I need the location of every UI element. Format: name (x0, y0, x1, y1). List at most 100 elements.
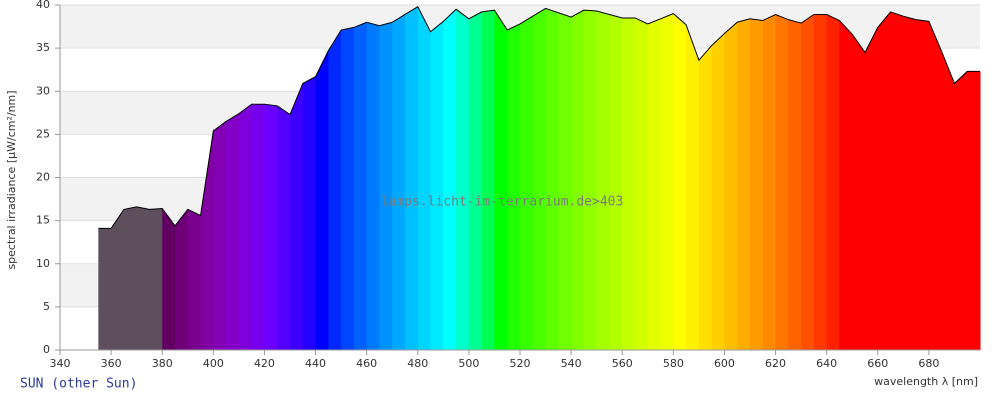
x-tick-label: 620 (765, 357, 786, 370)
spectrum-strip (583, 10, 598, 351)
spectrum-strip (353, 22, 368, 351)
spectrum-strip (379, 22, 393, 351)
x-tick-label: 540 (561, 357, 582, 370)
spectrum (98, 6, 981, 351)
spectrum-strip (149, 208, 163, 350)
spectrum-strip (916, 19, 930, 350)
y-tick-label: 15 (36, 214, 50, 227)
x-tick-label: 420 (254, 357, 275, 370)
spectrum-strip (698, 44, 713, 351)
y-tick-label: 0 (43, 343, 50, 356)
spectrum-strip (813, 14, 828, 351)
spectrum-strip (213, 121, 227, 350)
y-tick-label: 20 (36, 171, 50, 184)
spectrum-strip (762, 14, 777, 350)
y-tick-label: 35 (36, 41, 50, 54)
spectrum-strip (175, 208, 189, 350)
x-tick-label: 460 (356, 357, 377, 370)
x-tick-label: 520 (510, 357, 531, 370)
x-axis-label: wavelength λ [nm] (874, 375, 978, 388)
spectrum-strip (839, 20, 853, 351)
spectrum-strip (622, 17, 636, 350)
spectrum-strip (123, 206, 138, 350)
spectrum-strip (430, 20, 444, 350)
spectrum-strip (635, 17, 649, 350)
spectrum-strip (750, 18, 764, 351)
y-tick-label: 10 (36, 257, 50, 270)
spectrum-strip (443, 8, 457, 351)
spectrum-strip (302, 76, 317, 350)
spectrum-strip (609, 14, 623, 351)
axes: 0 5 10 15 20 25 30 35 40 340 360 380 400 420 440 460 480… (36, 0, 980, 370)
x-tick-label: 660 (867, 357, 888, 370)
spectrum-strip (315, 49, 329, 350)
x-tick-label: 500 (458, 357, 479, 370)
x-tick-label: 360 (101, 357, 122, 370)
spectrum-strip (98, 228, 112, 350)
y-tick-label: 25 (36, 127, 50, 140)
x-tick-label: 440 (305, 357, 326, 370)
spectrum-strip (788, 19, 802, 350)
spectrum-strip (226, 113, 240, 350)
spectrum-strip (187, 209, 202, 350)
caption: SUN (other Sun) (20, 377, 137, 392)
spectrum-strip (954, 70, 968, 350)
y-tick-label: 40 (36, 0, 50, 11)
spectrum-strip (328, 29, 342, 350)
spectrum-strip (456, 9, 470, 350)
spectrum-strip (558, 12, 572, 350)
spectrum-strip (277, 105, 291, 350)
spectrum-strip (596, 11, 610, 350)
spectrum-strip (468, 11, 483, 350)
spectrum-strip (775, 14, 789, 351)
watermark: lamps.licht-im-terrarium.de>403 (381, 195, 624, 210)
y-axis-label: spectral irradiance [µW/cm²/nm] (5, 90, 18, 269)
spectrum-strip (481, 10, 495, 350)
x-tick-label: 600 (714, 357, 735, 370)
x-tick-label: 560 (612, 357, 633, 370)
spectrum-strip (507, 23, 521, 351)
spectrum-strip (647, 18, 662, 350)
y-tick-label: 30 (36, 84, 50, 97)
x-tick-label: 580 (663, 357, 684, 370)
spectrum-strip (928, 21, 943, 350)
spectrum-strip (494, 10, 508, 351)
spectrum-strip (341, 27, 355, 350)
spectrum-strip (890, 11, 904, 351)
spectrum-strip (162, 208, 176, 350)
spectrum-strip (967, 71, 981, 350)
spectrum-strip (200, 127, 214, 351)
spectrum-strip (392, 14, 406, 351)
spectrum-strip (520, 15, 534, 350)
spectrum-strip (417, 6, 432, 350)
spectrum-strip (865, 26, 879, 350)
spectrum-strip (136, 206, 150, 350)
spectrum-strip (852, 34, 866, 350)
spectrum-strip (405, 6, 419, 350)
x-tick-label: 680 (918, 357, 939, 370)
y-tick-label: 5 (43, 300, 50, 313)
x-tick-label: 640 (816, 357, 837, 370)
spectrum-strip (545, 8, 559, 350)
spectrum-strip (903, 16, 917, 351)
spectrum-strip (826, 14, 840, 351)
spectrum-strip (251, 104, 265, 350)
spectrum-strip (737, 18, 751, 350)
spectrum-strip (111, 208, 125, 350)
spectrum-strip (711, 32, 725, 351)
spectrum-strip (686, 24, 700, 351)
x-tick-label: 340 (50, 357, 71, 370)
spectrum-strip (290, 82, 304, 351)
spectrum-strip (673, 13, 687, 350)
spectrum-strip (238, 103, 253, 350)
spectrum-strip (571, 9, 585, 351)
spectrum-strip (264, 104, 278, 350)
spectrum-outline (98, 6, 980, 229)
x-tick-label: 480 (407, 357, 428, 370)
spectrum-strip (941, 51, 955, 350)
spectrum-strip (660, 13, 674, 351)
x-tick-label: 400 (203, 357, 224, 370)
spectrum-strip (801, 14, 815, 351)
x-tick-label: 380 (152, 357, 173, 370)
